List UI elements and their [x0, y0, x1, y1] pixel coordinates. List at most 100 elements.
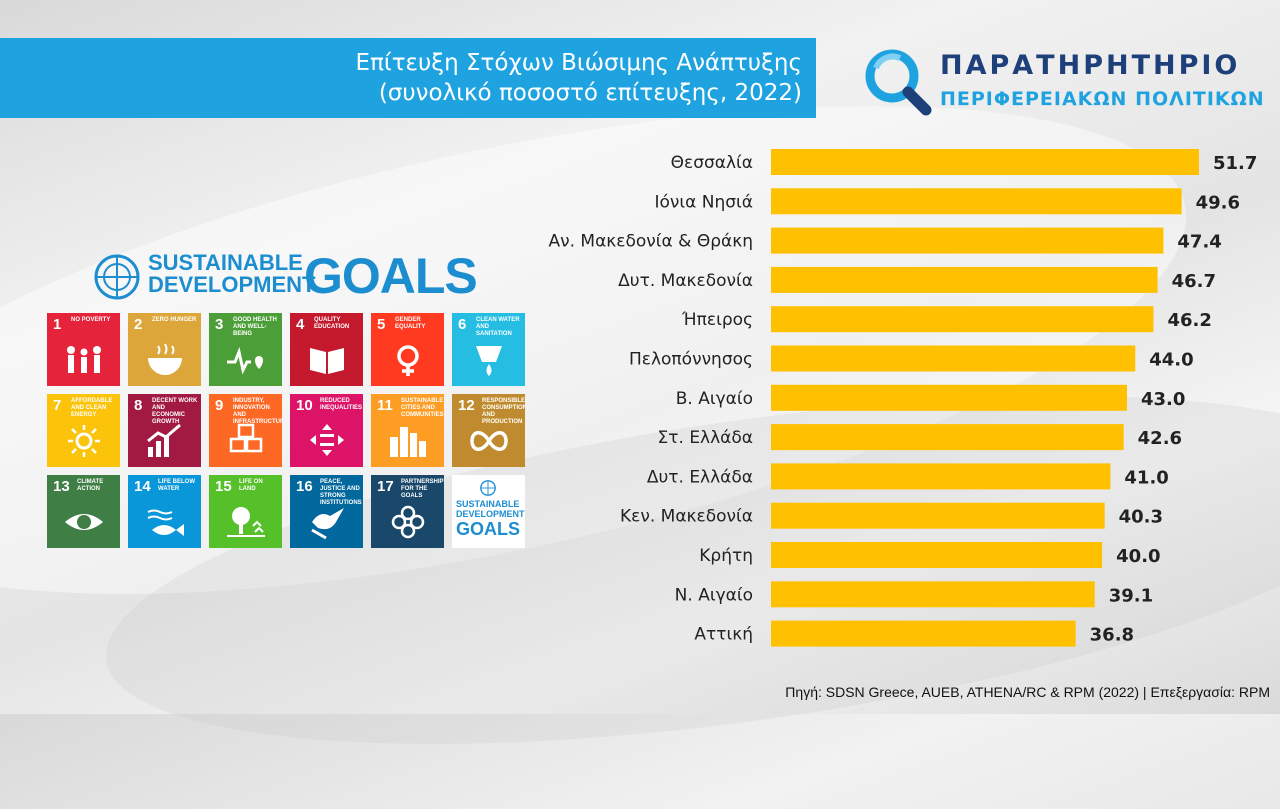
- bar: [771, 581, 1095, 608]
- flower-icon: [391, 505, 425, 539]
- sdg-logo-tile-line2: DEVELOPMENT: [456, 509, 525, 519]
- sdg-header-line2: DEVELOPMENT: [148, 272, 316, 297]
- sdg-tile-label: NO POVERTY: [71, 317, 111, 323]
- sdg-tile-label: QUALITY EDUCATION: [314, 317, 350, 330]
- bar: [771, 542, 1103, 568]
- sdg-tile-number: 4: [296, 316, 305, 333]
- sdg-tile-6: 6 CLEAN WATER AND SANITATION: [452, 313, 525, 386]
- sdg-tile-number: 10: [296, 397, 313, 414]
- sdg-tile-5: 5 GENDER EQUALITY: [371, 313, 444, 386]
- sdg-tile-number: 16: [296, 478, 313, 495]
- source-note: Πηγή: SDSN Greece, AUEB, ATHENA/RC & RPM…: [785, 684, 1270, 700]
- sdg-tile-9: 9 INDUSTRY, INNOVATION AND INFRASTRUCTURE: [209, 394, 282, 467]
- fish-icon: [147, 509, 184, 536]
- un-emblem-icon: [480, 480, 496, 496]
- bar: [771, 306, 1154, 333]
- infinity-icon: [470, 431, 508, 451]
- sdg-logo-tile: SUSTAINABLE DEVELOPMENT GOALS: [452, 475, 525, 548]
- bar: [771, 188, 1182, 215]
- chart-title-banner: Επίτευξη Στόχων Βιώσιμης Ανάπτυξης (συνο…: [0, 38, 816, 118]
- sdg-tile-1: 1 NO POVERTY: [47, 313, 120, 386]
- sdg-tile-17: 17 PARTNERSHIPS FOR THE GOALS: [371, 475, 444, 548]
- sdg-header-goals: GOALS: [304, 248, 478, 304]
- value-label: 40.3: [1119, 507, 1163, 528]
- sdg-logo-tile-text: SUSTAINABLE DEVELOPMENT: [456, 499, 525, 519]
- magnifier-icon: [865, 49, 932, 116]
- category-label: Ιόνια Νησιά: [655, 192, 754, 212]
- bar: [771, 424, 1124, 451]
- sdg-logo-tile-line1: SUSTAINABLE: [456, 499, 520, 509]
- value-label: 51.7: [1213, 153, 1257, 174]
- value-label: 49.6: [1196, 192, 1240, 213]
- value-label: 44.0: [1149, 350, 1193, 371]
- growth-icon: [147, 423, 181, 457]
- sdg-tile-8: 8 DECENT WORK AND ECONOMIC GROWTH: [128, 394, 201, 467]
- sdg-tile-4: 4 QUALITY EDUCATION: [290, 313, 363, 386]
- sdg-tile-label: LIFE BELOW WATER: [158, 479, 195, 492]
- sdg-tile-label: DECENT WORK AND ECONOMIC GROWTH: [152, 398, 198, 425]
- sdg-tile-14: 14 LIFE BELOW WATER: [128, 475, 201, 548]
- value-label: 39.1: [1109, 585, 1153, 606]
- value-label: 36.8: [1090, 625, 1134, 646]
- sdg-tile-number: 12: [458, 397, 475, 414]
- sdg-logo-tile-goals: GOALS: [456, 519, 521, 539]
- category-label: Ν. Αιγαίο: [675, 585, 753, 605]
- eye-globe-icon: [65, 514, 103, 530]
- value-label: 46.2: [1167, 310, 1211, 331]
- bar: [771, 620, 1076, 647]
- sdg-header-logo: SUSTAINABLE DEVELOPMENT GOALS: [92, 250, 492, 304]
- sdg-tile-number: 11: [377, 397, 393, 414]
- sdg-tile-11: 11 SUSTAINABLE CITIES AND COMMUNITIES: [371, 394, 444, 467]
- sdg-tile-label: CLEAN WATER AND SANITATION: [476, 317, 520, 337]
- sdg-tile-7: 7 AFFORDABLE AND CLEAN ENERGY: [47, 394, 120, 467]
- sdg-tile-label: PEACE, JUSTICE AND STRONG INSTITUTIONS: [320, 479, 362, 506]
- sdg-tile-number: 1: [53, 316, 62, 333]
- sdg-tile-number: 9: [215, 397, 224, 414]
- sdg-tile-13: 13 CLIMATE ACTION: [47, 475, 120, 548]
- bar: [771, 345, 1136, 372]
- gender-icon: [397, 345, 419, 376]
- sdg-tile-number: 2: [134, 316, 143, 333]
- value-label: 42.6: [1138, 428, 1182, 449]
- dove-icon: [311, 508, 344, 540]
- sdg-tile-label: AFFORDABLE AND CLEAN ENERGY: [71, 398, 113, 418]
- sdg-tile-16: 16 PEACE, JUSTICE AND STRONG INSTITUTIONS: [290, 475, 363, 548]
- equality-icon: [310, 424, 344, 456]
- sdg-tile-label: REDUCED INEQUALITIES: [320, 398, 363, 411]
- value-label: 43.0: [1141, 389, 1185, 410]
- sdg-tile-label: GOOD HEALTH AND WELL-BEING: [233, 317, 277, 337]
- value-label: 46.7: [1172, 271, 1216, 292]
- un-emblem-icon: [94, 254, 140, 300]
- category-label: Κρήτη: [699, 546, 753, 566]
- bar: [771, 502, 1105, 529]
- sdg-tile-2: 2 ZERO HUNGER: [128, 313, 201, 386]
- category-label: Αν. Μακεδονία & Θράκη: [548, 232, 753, 252]
- family-icon: [67, 346, 101, 373]
- bar: [771, 384, 1127, 411]
- value-label: 47.4: [1177, 232, 1221, 253]
- category-label: Πελοπόννησος: [629, 350, 753, 370]
- sdg-header-text: SUSTAINABLE DEVELOPMENT: [148, 252, 315, 296]
- category-label: Δυτ. Ελλάδα: [647, 467, 753, 487]
- logo-title: ΠΑΡΑΤΗΡΗΤΗΡΙΟ: [940, 50, 1241, 81]
- sdg-tile-number: 17: [377, 478, 394, 495]
- value-label: 40.0: [1116, 546, 1160, 567]
- sdg-tile-label: PARTNERSHIPS FOR THE GOALS: [401, 479, 444, 499]
- sdg-tile-number: 14: [134, 478, 151, 495]
- sdg-tile-number: 13: [53, 478, 70, 495]
- sdg-tile-number: 5: [377, 316, 386, 333]
- category-label: Στ. Ελλάδα: [658, 428, 753, 448]
- cubes-icon: [229, 423, 263, 453]
- observatory-logo: ΠΑΡΑΤΗΡΗΤΗΡΙΟ ΠΕΡΙΦΕΡΕΙΑΚΩΝ ΠΟΛΙΤΙΚΩΝ: [862, 46, 1264, 116]
- bar-chart: Θεσσαλία 51.7 Ιόνια Νησιά 49.6 Αν. Μακεδονία…: [548, 149, 1257, 647]
- category-label: Β. Αιγαίο: [676, 389, 753, 409]
- book-icon: [310, 348, 344, 374]
- category-label: Θεσσαλία: [671, 153, 753, 173]
- sdg-tile-label: SUSTAINABLE CITIES AND COMMUNITIES: [401, 398, 444, 418]
- value-label: 41.0: [1124, 467, 1168, 488]
- bar: [771, 266, 1158, 293]
- category-label: Ήπειρος: [681, 310, 753, 330]
- heartbeat-icon: [227, 346, 263, 375]
- bar: [771, 149, 1199, 175]
- sdg-tile-label: GENDER EQUALITY: [395, 317, 426, 330]
